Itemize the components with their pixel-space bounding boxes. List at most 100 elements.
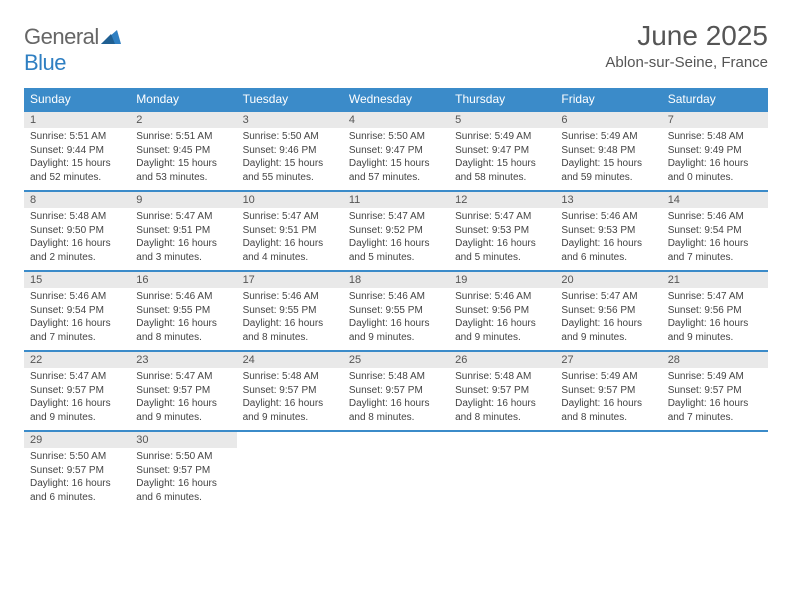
daylight-line: Daylight: 16 hours and 0 minutes.	[668, 157, 762, 184]
day-number-cell	[662, 431, 768, 448]
day-data-cell: Sunrise: 5:49 AMSunset: 9:57 PMDaylight:…	[662, 368, 768, 431]
day-number-cell: 7	[662, 111, 768, 128]
sunset-line: Sunset: 9:57 PM	[455, 384, 549, 398]
day-number-cell: 29	[24, 431, 130, 448]
day-number-cell: 15	[24, 271, 130, 288]
daylight-line: Daylight: 15 hours and 55 minutes.	[243, 157, 337, 184]
day-data-cell: Sunrise: 5:50 AMSunset: 9:46 PMDaylight:…	[237, 128, 343, 191]
title-block: June 2025 Ablon-sur-Seine, France	[605, 20, 768, 71]
sunset-line: Sunset: 9:46 PM	[243, 144, 337, 158]
daylight-line: Daylight: 16 hours and 6 minutes.	[136, 477, 230, 504]
day-data-cell: Sunrise: 5:47 AMSunset: 9:56 PMDaylight:…	[662, 288, 768, 351]
sunrise-line: Sunrise: 5:51 AM	[136, 130, 230, 144]
header: General Blue June 2025 Ablon-sur-Seine, …	[24, 20, 768, 76]
day-number-cell: 25	[343, 351, 449, 368]
location: Ablon-sur-Seine, France	[605, 54, 768, 71]
week-daynum-row: 15161718192021	[24, 271, 768, 288]
day-data-cell: Sunrise: 5:49 AMSunset: 9:48 PMDaylight:…	[555, 128, 661, 191]
day-number-cell: 10	[237, 191, 343, 208]
sunrise-line: Sunrise: 5:51 AM	[30, 130, 124, 144]
sunrise-line: Sunrise: 5:49 AM	[561, 130, 655, 144]
sunset-line: Sunset: 9:47 PM	[455, 144, 549, 158]
logo: General Blue	[24, 20, 121, 76]
sunset-line: Sunset: 9:57 PM	[30, 464, 124, 478]
sunrise-line: Sunrise: 5:46 AM	[349, 290, 443, 304]
daylight-line: Daylight: 15 hours and 58 minutes.	[455, 157, 549, 184]
sunset-line: Sunset: 9:47 PM	[349, 144, 443, 158]
day-data-cell: Sunrise: 5:47 AMSunset: 9:57 PMDaylight:…	[130, 368, 236, 431]
daylight-line: Daylight: 16 hours and 2 minutes.	[30, 237, 124, 264]
daylight-line: Daylight: 16 hours and 8 minutes.	[561, 397, 655, 424]
sunset-line: Sunset: 9:57 PM	[668, 384, 762, 398]
daylight-line: Daylight: 16 hours and 7 minutes.	[30, 317, 124, 344]
day-data-cell: Sunrise: 5:48 AMSunset: 9:49 PMDaylight:…	[662, 128, 768, 191]
sunrise-line: Sunrise: 5:47 AM	[243, 210, 337, 224]
sunset-line: Sunset: 9:57 PM	[561, 384, 655, 398]
daylight-line: Daylight: 16 hours and 6 minutes.	[561, 237, 655, 264]
sunrise-line: Sunrise: 5:48 AM	[349, 370, 443, 384]
sunset-line: Sunset: 9:45 PM	[136, 144, 230, 158]
day-data-cell: Sunrise: 5:51 AMSunset: 9:45 PMDaylight:…	[130, 128, 236, 191]
sunrise-line: Sunrise: 5:46 AM	[243, 290, 337, 304]
day-data-cell: Sunrise: 5:47 AMSunset: 9:52 PMDaylight:…	[343, 208, 449, 271]
day-number-cell: 1	[24, 111, 130, 128]
day-data-cell: Sunrise: 5:46 AMSunset: 9:55 PMDaylight:…	[343, 288, 449, 351]
daylight-line: Daylight: 16 hours and 8 minutes.	[136, 317, 230, 344]
daylight-line: Daylight: 15 hours and 53 minutes.	[136, 157, 230, 184]
sunrise-line: Sunrise: 5:46 AM	[668, 210, 762, 224]
day-number-cell	[237, 431, 343, 448]
sunset-line: Sunset: 9:57 PM	[136, 384, 230, 398]
daylight-line: Daylight: 16 hours and 8 minutes.	[243, 317, 337, 344]
day-number-cell: 6	[555, 111, 661, 128]
sunset-line: Sunset: 9:48 PM	[561, 144, 655, 158]
day-header: Wednesday	[343, 88, 449, 111]
sunrise-line: Sunrise: 5:47 AM	[349, 210, 443, 224]
day-number-cell: 16	[130, 271, 236, 288]
daylight-line: Daylight: 15 hours and 59 minutes.	[561, 157, 655, 184]
sunrise-line: Sunrise: 5:49 AM	[561, 370, 655, 384]
sunset-line: Sunset: 9:51 PM	[243, 224, 337, 238]
day-data-cell: Sunrise: 5:47 AMSunset: 9:51 PMDaylight:…	[237, 208, 343, 271]
daylight-line: Daylight: 16 hours and 3 minutes.	[136, 237, 230, 264]
calendar-table: Sunday Monday Tuesday Wednesday Thursday…	[24, 88, 768, 510]
day-data-cell: Sunrise: 5:47 AMSunset: 9:51 PMDaylight:…	[130, 208, 236, 271]
sunrise-line: Sunrise: 5:50 AM	[349, 130, 443, 144]
daylight-line: Daylight: 16 hours and 7 minutes.	[668, 397, 762, 424]
day-number-cell: 13	[555, 191, 661, 208]
day-header: Monday	[130, 88, 236, 111]
daylight-line: Daylight: 16 hours and 9 minutes.	[136, 397, 230, 424]
day-number-cell: 19	[449, 271, 555, 288]
day-number-cell: 27	[555, 351, 661, 368]
day-data-cell: Sunrise: 5:48 AMSunset: 9:50 PMDaylight:…	[24, 208, 130, 271]
sunset-line: Sunset: 9:54 PM	[30, 304, 124, 318]
sunrise-line: Sunrise: 5:50 AM	[136, 450, 230, 464]
day-data-cell: Sunrise: 5:48 AMSunset: 9:57 PMDaylight:…	[237, 368, 343, 431]
day-number-cell: 4	[343, 111, 449, 128]
sunrise-line: Sunrise: 5:47 AM	[30, 370, 124, 384]
daylight-line: Daylight: 15 hours and 52 minutes.	[30, 157, 124, 184]
sunset-line: Sunset: 9:57 PM	[349, 384, 443, 398]
sunrise-line: Sunrise: 5:46 AM	[30, 290, 124, 304]
sunrise-line: Sunrise: 5:47 AM	[136, 370, 230, 384]
daylight-line: Daylight: 16 hours and 6 minutes.	[30, 477, 124, 504]
day-data-cell: Sunrise: 5:50 AMSunset: 9:47 PMDaylight:…	[343, 128, 449, 191]
sunset-line: Sunset: 9:56 PM	[561, 304, 655, 318]
day-number-cell: 5	[449, 111, 555, 128]
day-number-cell: 14	[662, 191, 768, 208]
sunrise-line: Sunrise: 5:48 AM	[668, 130, 762, 144]
sunrise-line: Sunrise: 5:46 AM	[136, 290, 230, 304]
day-data-cell: Sunrise: 5:50 AMSunset: 9:57 PMDaylight:…	[24, 448, 130, 510]
daylight-line: Daylight: 16 hours and 9 minutes.	[243, 397, 337, 424]
calendar-body: 1234567Sunrise: 5:51 AMSunset: 9:44 PMDa…	[24, 111, 768, 510]
month-title: June 2025	[605, 20, 768, 52]
day-data-cell: Sunrise: 5:49 AMSunset: 9:47 PMDaylight:…	[449, 128, 555, 191]
sunset-line: Sunset: 9:49 PM	[668, 144, 762, 158]
week-data-row: Sunrise: 5:46 AMSunset: 9:54 PMDaylight:…	[24, 288, 768, 351]
sunset-line: Sunset: 9:56 PM	[455, 304, 549, 318]
day-data-cell: Sunrise: 5:47 AMSunset: 9:56 PMDaylight:…	[555, 288, 661, 351]
week-daynum-row: 2930	[24, 431, 768, 448]
sunset-line: Sunset: 9:57 PM	[136, 464, 230, 478]
sunset-line: Sunset: 9:55 PM	[136, 304, 230, 318]
sunrise-line: Sunrise: 5:46 AM	[561, 210, 655, 224]
day-number-cell: 26	[449, 351, 555, 368]
